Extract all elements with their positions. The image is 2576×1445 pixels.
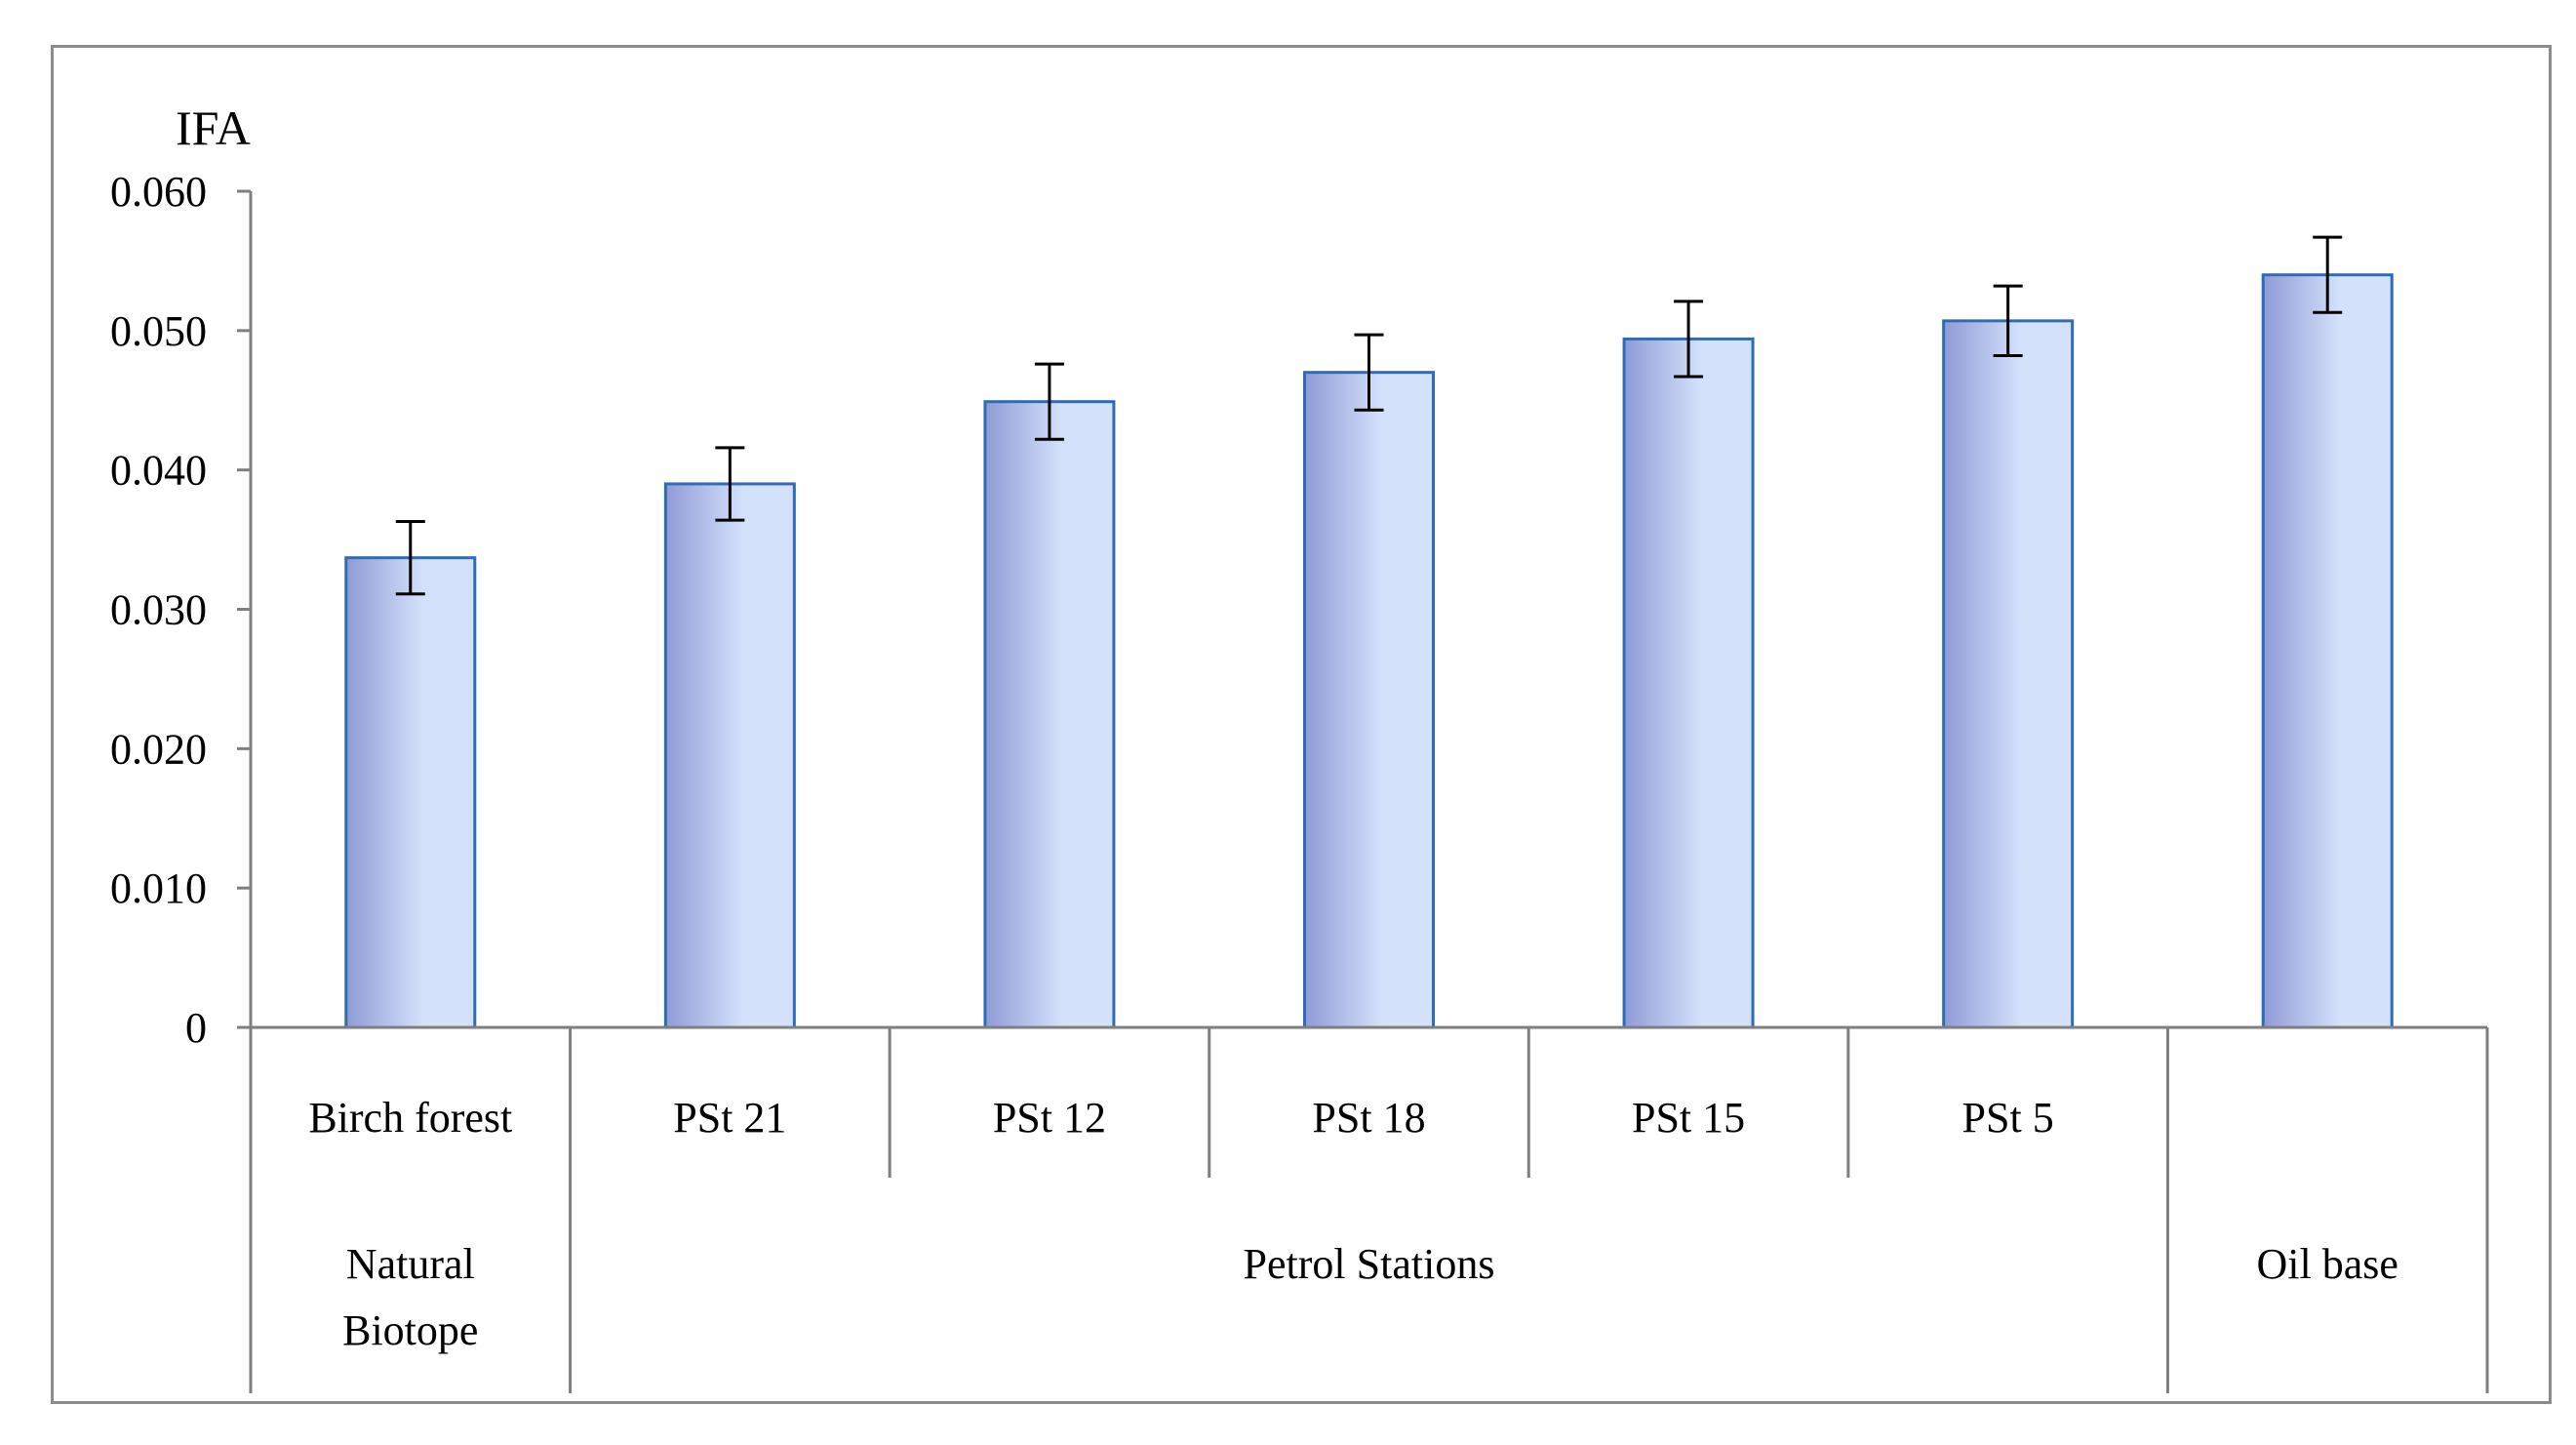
group-label: Oil base [2257,1240,2398,1288]
y-tick-label: 0.020 [110,725,207,773]
y-tick-label: 0.030 [110,586,207,634]
y-tick-label: 0.060 [110,168,207,216]
error-bar [1993,284,2023,358]
error-bar [2313,235,2343,314]
x-tick-label: PSt 18 [1312,1094,1425,1142]
error-bar [1354,333,1384,412]
x-tick-label: PSt 15 [1632,1094,1745,1142]
y-tick-label: 0 [185,1004,207,1052]
y-tick-label: 0.050 [110,307,207,355]
error-bar [395,520,425,596]
error-bar [715,446,745,522]
bar [983,400,1116,1029]
bar [1942,319,2075,1029]
x-tick-label: PSt 5 [1962,1094,2054,1142]
bar [1622,337,1755,1029]
group-label: Biotope [342,1306,478,1354]
error-bar [1674,300,1704,379]
x-tick-label: Birch forest [308,1094,512,1142]
bar [344,556,477,1029]
x-tick-label: PSt 21 [673,1094,786,1142]
y-axis-title: IFA [176,100,251,155]
bar [663,482,796,1029]
y-tick-label: 0.010 [110,864,207,912]
group-label: Petrol Stations [1244,1240,1495,1288]
bar [1303,371,1435,1029]
bar [2261,273,2394,1029]
y-tick-label: 0.040 [110,447,207,495]
error-bar [1034,362,1064,441]
group-label: Natural [346,1240,475,1288]
x-tick-label: PSt 12 [993,1094,1106,1142]
